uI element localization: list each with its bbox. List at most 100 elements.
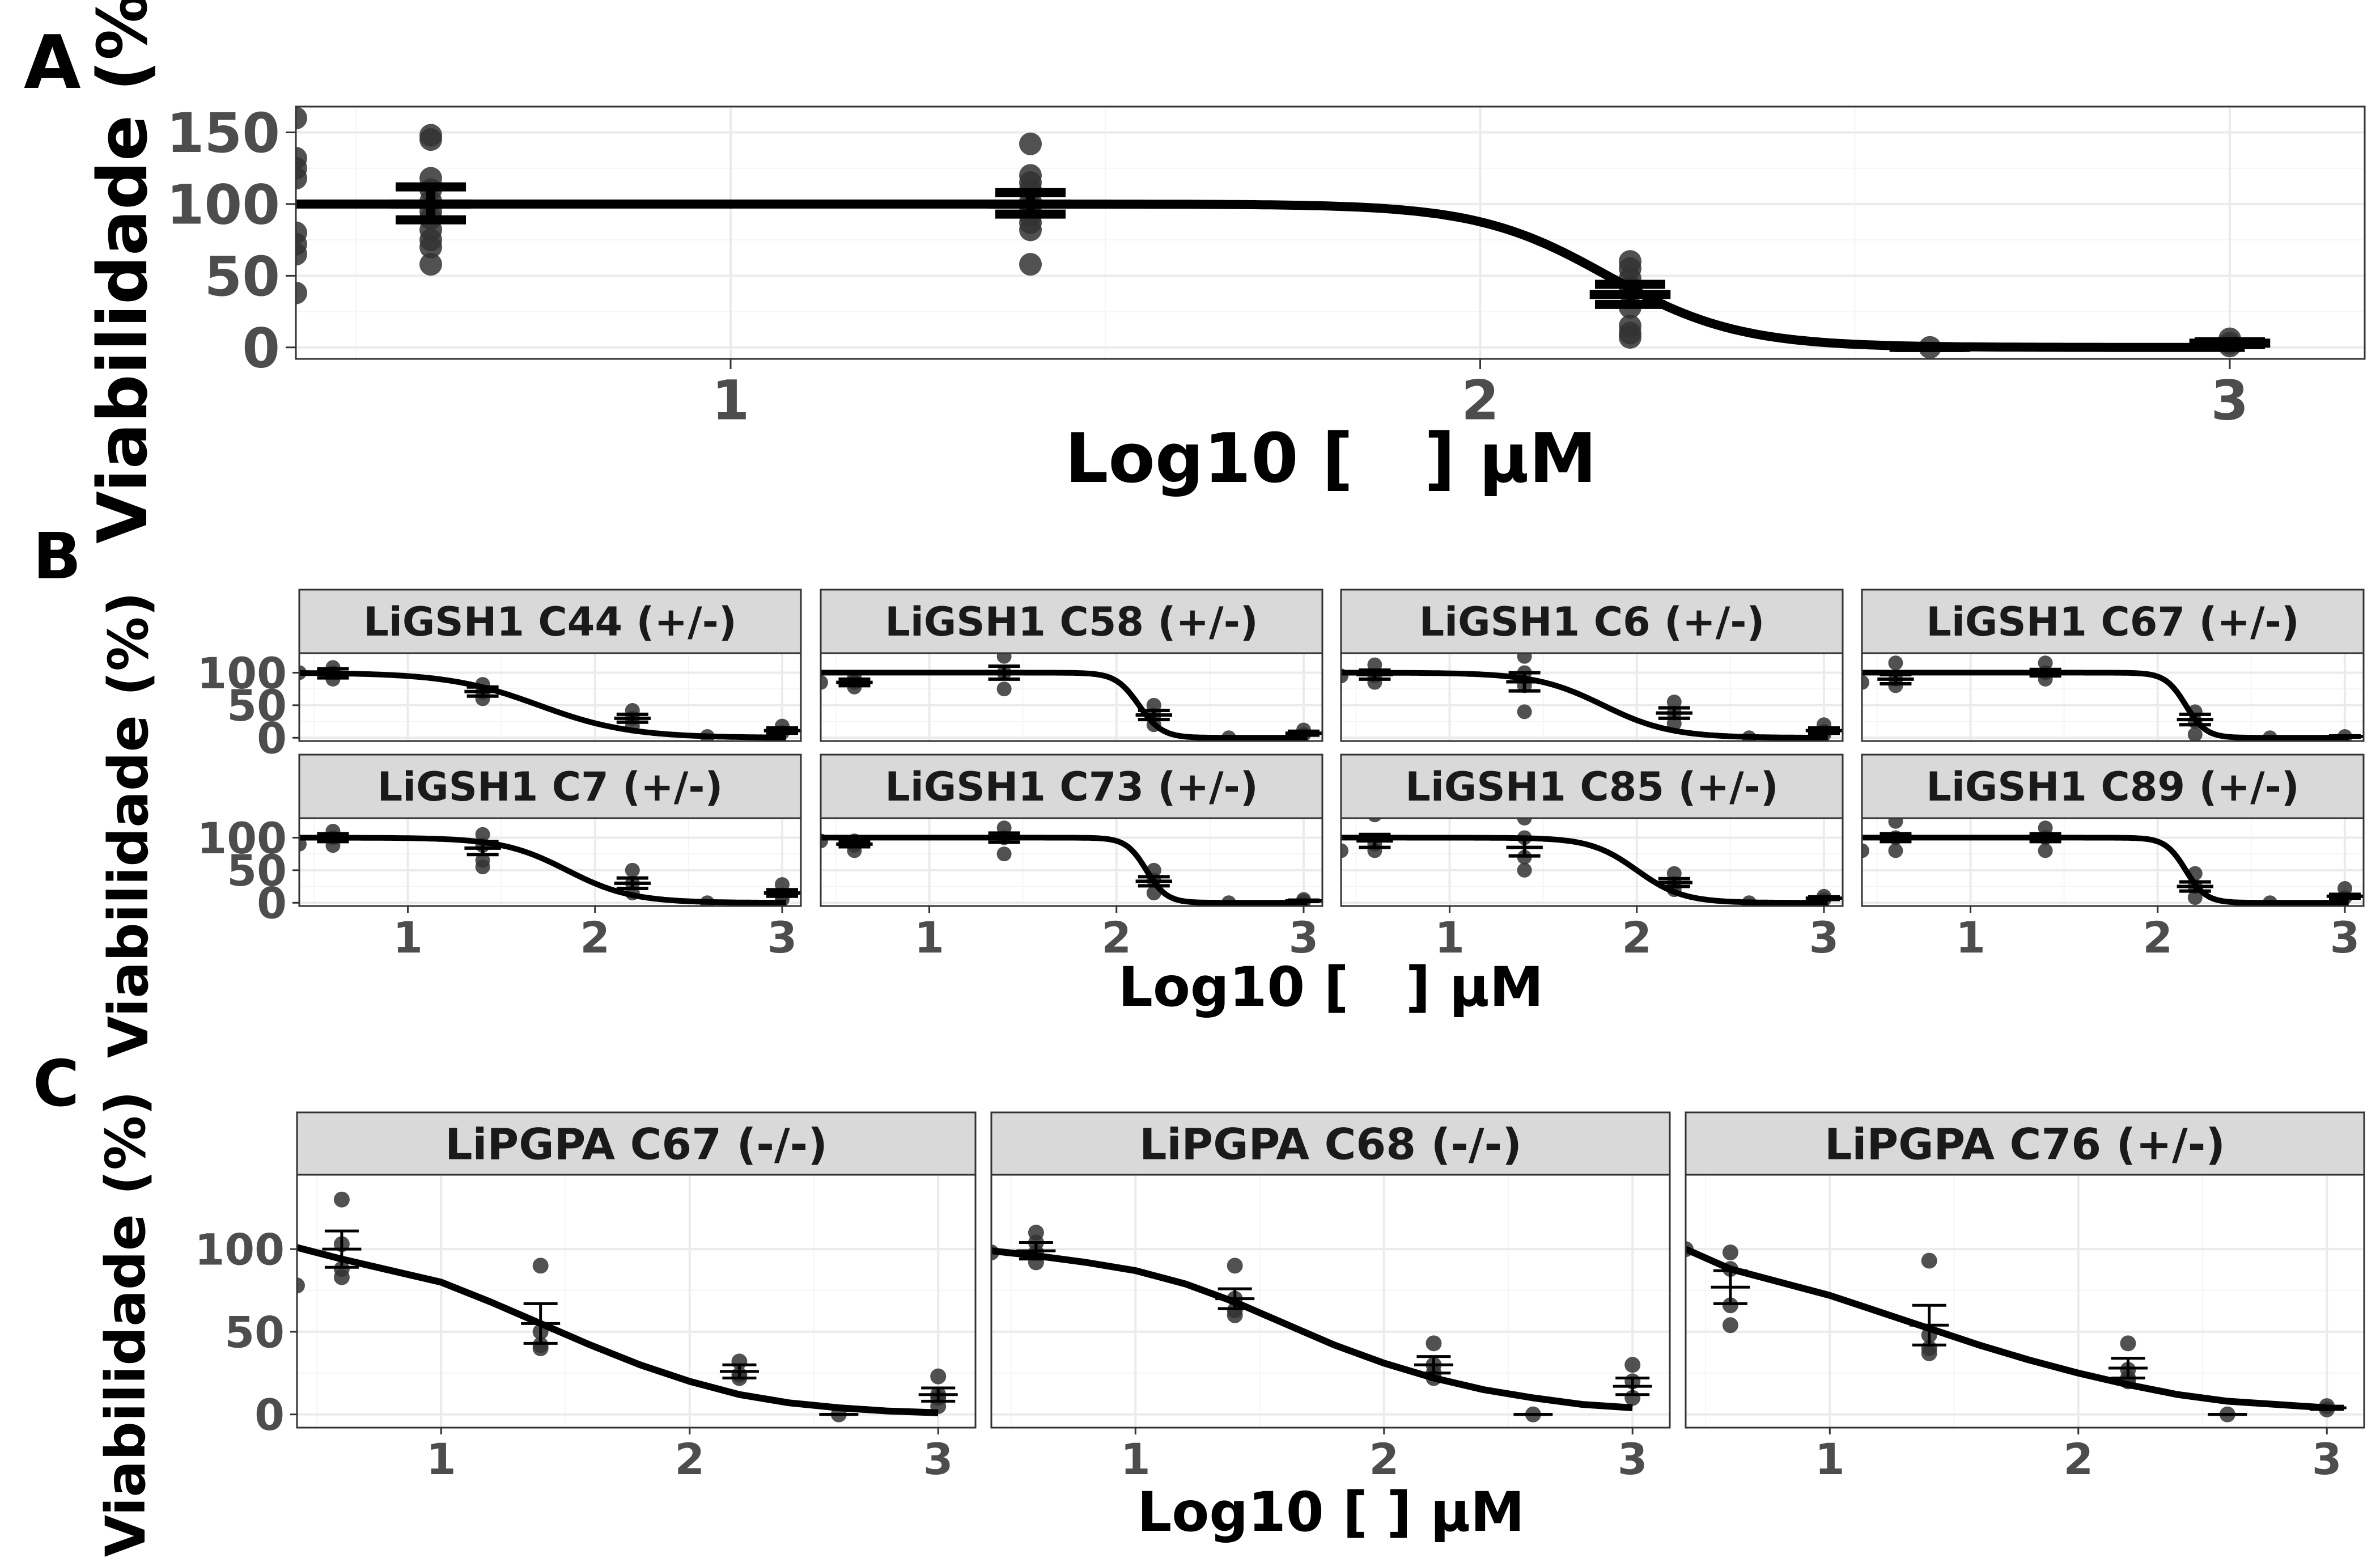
panel-c-facet-1-y-tick-label: 50 (224, 1307, 285, 1357)
panel-a-x-tick-label: 2 (1461, 369, 1499, 432)
panel-a-x-tick-label: 3 (2211, 369, 2249, 432)
panel-c-facet-2-strip (990, 1111, 1671, 1176)
panel-letter-a: A (24, 19, 81, 105)
panel-b-facet-6-data-layer (821, 820, 1322, 906)
panel-c-facet-3-data-point (1921, 1252, 1937, 1269)
panel-b-facet-7-frame (1340, 817, 1844, 907)
panel-b-facet-4-fitted-curve (1862, 670, 2349, 741)
panel-b-facet-2-background (821, 653, 1322, 741)
panel-c-facet-1-strip (296, 1111, 977, 1176)
panel-b-facet-1-frame (298, 652, 802, 742)
panel-b-facet-5-y-tick-label: 50 (227, 845, 287, 896)
panel-b-facet-4-data-point (1862, 675, 1869, 690)
panel-b-facet-6-x-tick-label: 2 (1101, 912, 1131, 963)
panel-b-facet-2-data-layer (821, 653, 1322, 741)
panel-b-facet-4-strip-label: LiGSH1 C67 (+/-) (1926, 599, 2300, 645)
panel-b-facet-7-data-layer (1341, 818, 1843, 906)
panel-b-facet-1-strip (298, 589, 802, 654)
panel-a-data-point (1019, 132, 1042, 155)
panel-c-facet-2-data-layer (991, 1225, 1652, 1423)
panel-b-facet-7-fitted-curve (1341, 835, 1829, 906)
panel-b-facet-6-fitted-curve (821, 835, 1308, 906)
panel-b-facet-6-background (821, 818, 1322, 906)
panel-b-facet-8-data-point (2038, 843, 2053, 858)
panel-b-facet-7-x-tick-label: 2 (1622, 912, 1652, 963)
panel-b-facet-4-data-point (1888, 655, 1903, 671)
panel-a-frame (295, 105, 2366, 360)
panel-b-facet-8-strip (1861, 754, 2365, 819)
panel-b-facet-2-fitted-curve (821, 670, 1308, 741)
panel-c-facet-3-plot: LiPGPA C76 (+/-) 1 2 3 (1685, 1111, 2365, 1484)
panel-c-facet-2-frame (990, 1174, 1671, 1429)
panel-b-facet-8-background (1862, 818, 2364, 906)
panel-c-facet-2-x-tick-label: 3 (1618, 1434, 1648, 1484)
panel-a-y-tick-label: 100 (167, 173, 280, 236)
panel-b-facet-4-data-layer (1862, 655, 2364, 741)
panel-c-facet-3-data-point (2120, 1335, 2136, 1352)
panel-b-facet-5-y-tick-label: 100 (197, 813, 287, 863)
panel-a-x-tick-label: 1 (712, 369, 750, 432)
panel-b-facet-8-x-tick-label: 2 (2143, 912, 2173, 963)
panel-b-facet-1-y-tick-label: 0 (257, 713, 287, 764)
panel-c-facet-1-data-point (930, 1368, 947, 1385)
panel-c-facet-1-data-point (532, 1258, 549, 1274)
panel-c-facet-3-data-layer (1686, 1241, 2347, 1423)
panel-b-facet-2-plot: LiGSH1 C58 (+/-) (820, 589, 1323, 742)
panel-c-facet-1-data-point (297, 1277, 305, 1294)
panel-b-facet-8-strip-label: LiGSH1 C89 (+/-) (1926, 764, 2300, 810)
panel-c-facet-3-background (1686, 1175, 2364, 1428)
panel-b-facet-1-fitted-curve (299, 670, 787, 740)
panel-c-y-axis-title: Viabilidade (%) (94, 1091, 158, 1557)
panel-letter-c: C (33, 1047, 79, 1121)
panel-b-facet-1-data-layer (299, 660, 801, 741)
panel-a-fitted-curve (296, 199, 2245, 352)
panel-b-facet-8-x-tick-label: 1 (1955, 912, 1986, 963)
panel-b-facet-3-data-point (1517, 704, 1532, 719)
panel-b-facet-5-data-point (625, 862, 640, 878)
panel-a-y-tick-label: 0 (242, 316, 280, 380)
panel-b-facet-8-data-point (1888, 818, 1903, 829)
panel-b-facet-3-strip (1340, 589, 1844, 654)
panel-b-facet-8-data-point (2187, 890, 2203, 905)
panel-a-data-point (1019, 253, 1042, 276)
panel-a-y-tick-label: 50 (204, 245, 280, 308)
panel-b-facet-7-strip-label: LiGSH1 C85 (+/-) (1405, 764, 1779, 810)
panel-b-facet-8-plot: LiGSH1 C89 (+/-) 1 2 3 (1861, 754, 2365, 963)
panel-c-facet-2-data-point (1426, 1335, 1442, 1352)
panel-b-facet-3-strip-label: LiGSH1 C6 (+/-) (1419, 599, 1765, 645)
panel-c-facet-3-data-point (1722, 1297, 1738, 1314)
panel-c-facet-1-x-tick-label: 3 (923, 1434, 953, 1484)
panel-a-x-axis-title: Log10 [ ] μM (1065, 420, 1597, 498)
panel-c-facet-3-data-point (1722, 1317, 1738, 1334)
panel-b-facet-3-frame (1340, 652, 1844, 742)
panel-b-facet-4-background (1862, 653, 2364, 741)
panel-b-facet-1-strip-label: LiGSH1 C44 (+/-) (363, 599, 737, 645)
panel-b-facet-3-fitted-curve (1341, 670, 1829, 741)
panel-b-facet-8-data-point (1862, 843, 1869, 858)
panel-b-facet-2-data-point (821, 675, 828, 690)
panel-b-facet-6-frame (820, 817, 1323, 907)
panel-a-data-layer (296, 107, 2271, 359)
panel-b-facet-7-data-point (1368, 818, 1382, 823)
panel-b-facet-7-x-tick-label: 1 (1435, 912, 1465, 963)
panel-c-x-axis-title: Log10 [ ] μM (1137, 1480, 1525, 1544)
panel-b-facet-7-plot: LiGSH1 C85 (+/-) 1 2 3 (1340, 754, 1844, 963)
panel-c-facet-3-x-tick-label: 3 (2312, 1434, 2342, 1484)
panel-c-facet-3-fitted-curve (1686, 1246, 2327, 1411)
panel-c-facet-1-plot: LiPGPA C67 (-/-) 0 50 100 1 2 3 (194, 1111, 977, 1484)
panel-b-facet-5-x-tick-label: 1 (393, 912, 423, 963)
panel-c-facet-1-fitted-curve (297, 1244, 939, 1416)
panel-b-facet-3-data-layer (1341, 653, 1843, 741)
panel-a-data-point (296, 243, 307, 266)
panel-a-y-tick-label: 150 (167, 101, 280, 165)
panel-c-facet-2-x-tick-label: 2 (1369, 1434, 1399, 1484)
panel-c-facet-3-strip-label: LiPGPA C76 (+/-) (1825, 1119, 2225, 1169)
panel-b-facet-2-data-point (996, 681, 1012, 697)
panel-c-facet-2-strip-label: LiPGPA C68 (-/-) (1139, 1119, 1522, 1169)
panel-c-facet-1-data-point (333, 1269, 350, 1285)
panel-b-facet-8-data-point (1888, 843, 1903, 858)
panel-b-facet-5-x-tick-label: 2 (580, 912, 610, 963)
panel-c-facet-1-x-tick-label: 1 (426, 1434, 456, 1484)
